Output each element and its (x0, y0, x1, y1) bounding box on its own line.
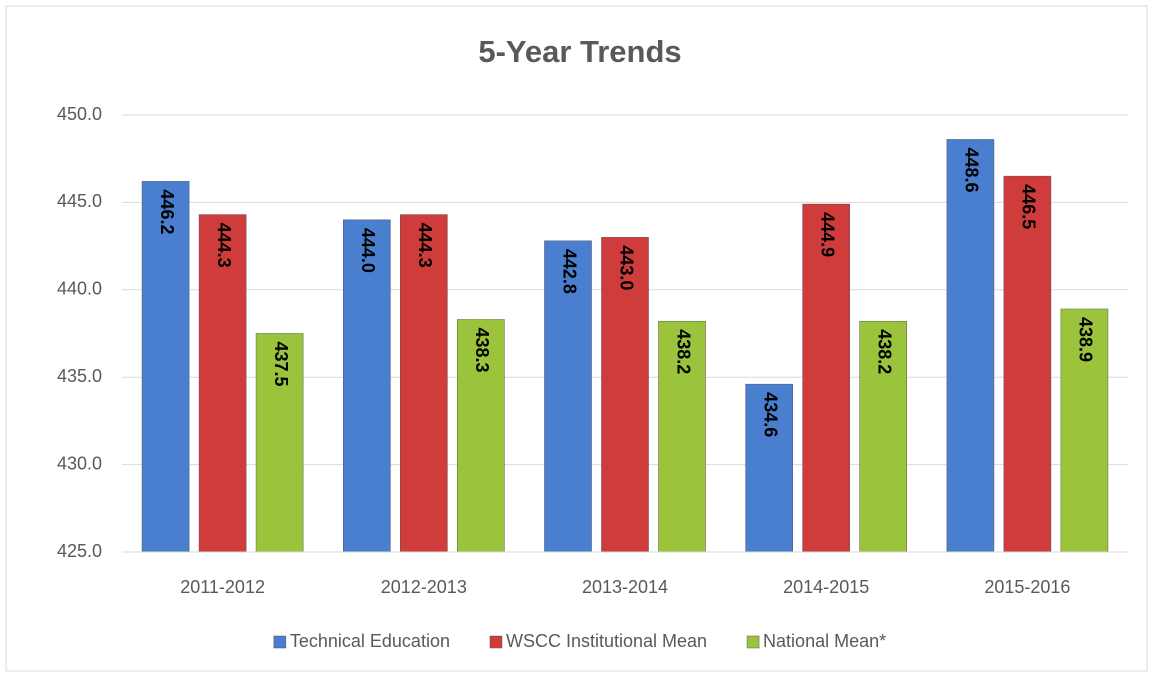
legend-label: National Mean* (763, 631, 886, 651)
bar-shade (256, 333, 304, 552)
legend-label: WSCC Institutional Mean (506, 631, 707, 651)
x-tick-label: 2011-2012 (180, 577, 265, 597)
legend-label: Technical Education (290, 631, 450, 651)
bar-shade (1060, 309, 1108, 552)
legend-swatch (489, 635, 503, 649)
bar-shade (1003, 176, 1051, 552)
data-label: 442.8 (559, 249, 579, 294)
data-label: 434.6 (760, 392, 780, 437)
data-label: 443.0 (616, 245, 636, 290)
bar-shade (544, 240, 592, 552)
bar-shade (142, 181, 190, 552)
x-tick-label: 2014-2015 (783, 577, 869, 597)
data-label: 438.3 (472, 328, 492, 373)
bar-shade (400, 214, 448, 553)
data-label: 437.5 (271, 342, 291, 387)
data-label: 444.3 (214, 223, 234, 268)
y-tick-label: 435.0 (57, 366, 102, 386)
bar-shade (343, 219, 391, 552)
data-label: 444.0 (358, 228, 378, 273)
data-label: 444.9 (817, 212, 837, 257)
x-tick-label: 2013-2014 (582, 577, 668, 597)
x-tick-label: 2012-2013 (381, 577, 467, 597)
bar-shade (601, 237, 649, 553)
data-label: 438.2 (874, 329, 894, 374)
bar-shade (802, 204, 850, 552)
chart-title: 5-Year Trends (478, 34, 681, 69)
data-label: 448.6 (962, 147, 982, 192)
bar-shade (745, 384, 793, 552)
y-tick-label: 450.0 (57, 104, 102, 124)
y-tick-label: 445.0 (57, 191, 102, 211)
data-label: 446.5 (1019, 184, 1039, 229)
bar-shade (658, 321, 706, 552)
bar-shade (457, 319, 505, 552)
x-tick-label: 2015-2016 (984, 577, 1070, 597)
legend-swatch (746, 635, 760, 649)
data-label: 444.3 (415, 223, 435, 268)
data-label: 438.9 (1076, 317, 1096, 362)
legend-swatch (273, 635, 287, 649)
y-tick-label: 425.0 (57, 541, 102, 561)
data-label: 438.2 (673, 329, 693, 374)
y-tick-label: 440.0 (57, 279, 102, 299)
bar-shade (199, 214, 247, 553)
bar-shade (859, 321, 907, 552)
data-label: 446.2 (157, 189, 177, 234)
y-tick-label: 430.0 (57, 453, 102, 473)
bar-shade (946, 139, 994, 553)
